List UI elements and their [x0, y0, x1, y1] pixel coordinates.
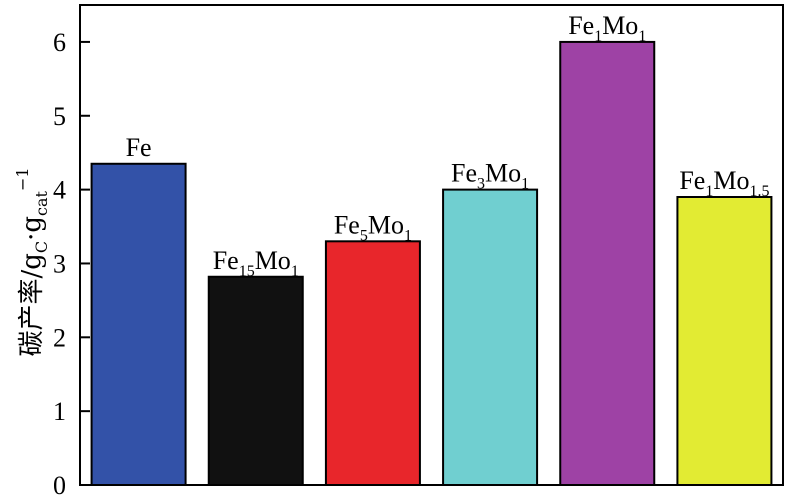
bar-fe15mo1	[207, 275, 304, 486]
bar-label: Fe1Mo1.5	[679, 166, 769, 200]
bar-labels: Fe Fe15Mo1 Fe5Mo1 Fe3Mo1 Fe1Mo1 Fe1Mo1.5	[126, 11, 770, 280]
bar-label: Fe5Mo1	[334, 210, 412, 244]
bar-label: Fe15Mo1	[213, 246, 299, 280]
plot-frame	[79, 4, 784, 486]
bar-label: Fe3Mo1	[451, 159, 529, 193]
bar-fe	[90, 162, 187, 486]
y-tick-label: 3	[53, 249, 66, 278]
bar-fe3mo1	[442, 188, 539, 486]
y-axis-title: 碳产率/gC·gcat−1	[13, 167, 51, 356]
y-tick-label: 4	[53, 176, 66, 205]
y-tick-label: 5	[53, 102, 66, 131]
y-tick-label: 0	[53, 471, 66, 497]
y-axis-label: 碳产率/gC·gcat−1	[13, 167, 51, 356]
bar-fe1mo1-5	[676, 196, 773, 486]
bar-label: Fe1Mo1	[568, 11, 646, 45]
bars	[90, 40, 773, 487]
y-axis-ticks: 0 1 2 3 4 5 6	[53, 28, 90, 497]
bar-label: Fe	[126, 133, 152, 162]
bar-fe5mo1	[324, 240, 421, 486]
bar-fe1mo1	[559, 40, 656, 487]
y-tick-label: 2	[53, 323, 66, 352]
y-tick-label: 1	[53, 397, 66, 426]
y-tick-label: 6	[53, 28, 66, 57]
